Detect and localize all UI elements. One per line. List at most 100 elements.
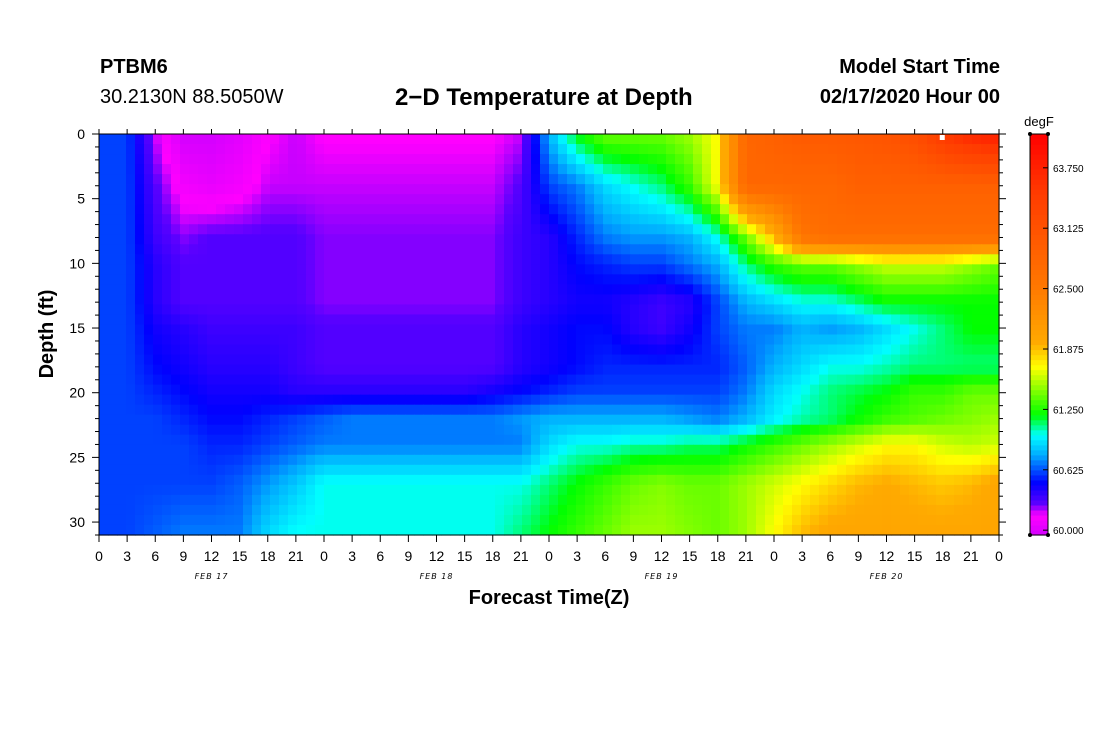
heatmap-cell: [990, 304, 1000, 316]
heatmap-cell: [657, 244, 667, 255]
heatmap-cell: [414, 364, 424, 376]
heatmap-cell: [981, 314, 991, 326]
heatmap-cell: [621, 304, 631, 316]
heatmap-cell: [522, 414, 532, 426]
heatmap-cell: [360, 214, 370, 225]
heatmap-cell: [819, 214, 829, 225]
heatmap-cell: [504, 284, 514, 296]
heatmap-cell: [711, 414, 721, 426]
heatmap-cell: [324, 474, 334, 486]
heatmap-cell: [792, 184, 802, 195]
heatmap-cell: [900, 234, 910, 245]
heatmap-cell: [351, 264, 361, 275]
heatmap-cell: [576, 334, 586, 346]
heatmap-cell: [243, 444, 253, 456]
heatmap-cell: [630, 204, 640, 215]
heatmap-cell: [558, 274, 568, 285]
heatmap-cell: [171, 134, 181, 145]
heatmap-cell: [207, 154, 217, 165]
heatmap-cell: [288, 304, 298, 316]
heatmap-cell: [810, 274, 820, 285]
model-start-label: Model Start Time: [839, 56, 1000, 78]
heatmap-cell: [846, 384, 856, 396]
heatmap-cell: [441, 404, 451, 416]
heatmap-cell: [864, 464, 874, 476]
heatmap-cell: [324, 454, 334, 466]
heatmap-cell: [135, 324, 145, 336]
heatmap-cell: [486, 414, 496, 426]
heatmap-cell: [495, 284, 505, 296]
heatmap-cell: [603, 464, 613, 476]
heatmap-cell: [657, 524, 667, 536]
heatmap-cell: [279, 164, 289, 175]
heatmap-cell: [693, 354, 703, 366]
heatmap-cell: [243, 164, 253, 175]
heatmap-cell: [936, 224, 946, 235]
heatmap-cell: [450, 414, 460, 426]
heatmap-cell: [990, 404, 1000, 416]
heatmap-cell: [198, 144, 208, 155]
heatmap-cell: [657, 394, 667, 406]
heatmap-cell: [531, 294, 541, 306]
heatmap-cell: [819, 514, 829, 526]
heatmap-cell: [378, 324, 388, 336]
heatmap-cell: [819, 164, 829, 175]
heatmap-cell: [549, 474, 559, 486]
heatmap-cell: [567, 214, 577, 225]
heatmap-cell: [891, 364, 901, 376]
heatmap-cell: [153, 454, 163, 466]
heatmap-cell: [594, 454, 604, 466]
heatmap-cell: [558, 144, 568, 155]
heatmap-cell: [720, 354, 730, 366]
heatmap-cell: [270, 224, 280, 235]
heatmap-cell: [594, 374, 604, 386]
heatmap-cell: [801, 214, 811, 225]
heatmap-cell: [612, 274, 622, 285]
heatmap-cell: [522, 314, 532, 326]
heatmap-cell: [441, 324, 451, 336]
heatmap-cell: [504, 474, 514, 486]
heatmap-cell: [450, 194, 460, 205]
heatmap-cell: [630, 184, 640, 195]
heatmap-cell: [846, 224, 856, 235]
heatmap-cell: [603, 144, 613, 155]
heatmap-cell: [549, 174, 559, 185]
heatmap-cell: [927, 374, 937, 386]
heatmap-cell: [540, 294, 550, 306]
heatmap-cell: [936, 524, 946, 536]
heatmap-cell: [873, 354, 883, 366]
heatmap-cell: [810, 484, 820, 496]
heatmap-cell: [576, 384, 586, 396]
heatmap-cell: [729, 134, 739, 145]
heatmap-cell: [171, 424, 181, 436]
heatmap-cell: [504, 404, 514, 416]
heatmap-cell: [648, 234, 658, 245]
heatmap-cell: [954, 134, 964, 145]
heatmap-cell: [729, 274, 739, 285]
heatmap-cell: [270, 194, 280, 205]
heatmap-cell: [801, 234, 811, 245]
heatmap-cell: [333, 314, 343, 326]
heatmap-cell: [774, 324, 784, 336]
heatmap-cell: [675, 354, 685, 366]
heatmap-cell: [639, 334, 649, 346]
heatmap-cell: [837, 264, 847, 275]
heatmap-cell: [288, 414, 298, 426]
heatmap-cell: [234, 144, 244, 155]
heatmap-cell: [117, 314, 127, 326]
heatmap-cell: [378, 334, 388, 346]
heatmap-cell: [108, 274, 118, 285]
heatmap-cell: [603, 294, 613, 306]
heatmap-cell: [432, 164, 442, 175]
heatmap-cell: [144, 444, 154, 456]
heatmap-cell: [585, 254, 595, 265]
heatmap-cell: [288, 514, 298, 526]
colorbar-corner: [1028, 132, 1032, 136]
heatmap-cell: [108, 254, 118, 265]
heatmap-cell: [522, 184, 532, 195]
heatmap-cell: [261, 414, 271, 426]
heatmap-cell: [171, 204, 181, 215]
heatmap-cell: [441, 364, 451, 376]
heatmap-cell: [252, 204, 262, 215]
heatmap-cell: [189, 174, 199, 185]
